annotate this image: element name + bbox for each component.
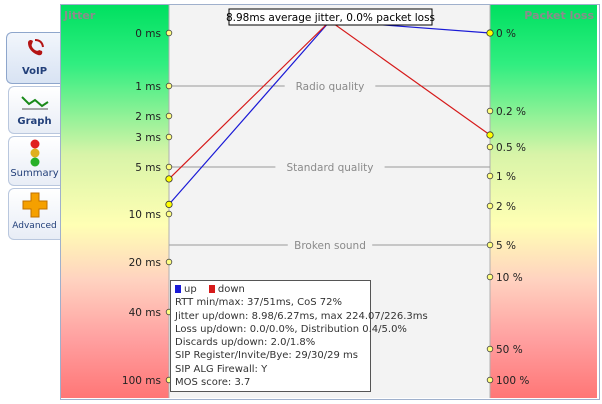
loss-tick-marker (486, 376, 494, 384)
series-down-jitter-point (165, 175, 173, 183)
loss-tick-label: 0.5 % (496, 142, 526, 154)
jitter-tick-label: 3 ms (135, 132, 161, 144)
tab-graph-label: Graph (17, 116, 52, 127)
loss-tick-marker (486, 345, 494, 353)
series-up-jitter-point (165, 200, 173, 209)
tab-strip: VoIP Graph Summary Advanced (0, 0, 62, 404)
jitter-tick-marker (165, 82, 173, 90)
tab-advanced[interactable]: Advanced (8, 188, 60, 240)
loss-tick-label: 50 % (496, 344, 523, 356)
loss-tick-label: 100 % (496, 375, 529, 387)
jitter-tick-marker (165, 112, 173, 120)
jitter-tick-marker (165, 29, 173, 37)
loss-tick-label: 0 % (496, 28, 516, 40)
loss-tick-label: 0.2 % (496, 106, 526, 118)
stat-line: Loss up/down: 0.0/0.0%, Distribution 0.4… (175, 323, 407, 335)
jitter-tick-label: 10 ms (129, 209, 161, 221)
loss-tick-label: 1 % (496, 171, 516, 183)
phone-icon (27, 39, 44, 56)
jitter-tick-label: 0 ms (135, 28, 161, 40)
graph-icon (21, 96, 49, 110)
band-label: Radio quality (296, 81, 365, 93)
jitter-tick-marker (165, 210, 173, 218)
jitter-tick-label: 20 ms (129, 257, 161, 269)
legend-swatch-down (208, 285, 215, 293)
legend-label-up: up (184, 284, 197, 295)
loss-tick-marker (486, 143, 494, 151)
jitter-tick-marker (165, 133, 173, 141)
tab-voip[interactable]: VoIP (6, 32, 62, 84)
stat-line: MOS score: 3.7 (175, 377, 251, 389)
traffic-light-icon (30, 139, 40, 167)
tab-graph[interactable]: Graph (8, 86, 60, 134)
loss-tick-marker (486, 202, 494, 210)
tab-advanced-label: Advanced (12, 221, 57, 231)
stat-line: Jitter up/down: 8.98/6.27ms, max 224.07/… (175, 310, 428, 322)
series-legend: up down (175, 283, 366, 296)
stat-line: SIP ALG Firewall: Y (175, 363, 268, 375)
jitter-tick-label: 40 ms (129, 307, 161, 319)
loss-tick-marker (486, 172, 494, 180)
headline-text: 8.98ms average jitter, 0.0% packet loss (226, 12, 435, 24)
stats-box: up down RTT min/max: 37/51ms, CoS 72% Ji… (170, 280, 428, 392)
legend-swatch-up (175, 285, 181, 293)
loss-tick-label: 2 % (496, 201, 516, 213)
loss-tick-label: 5 % (496, 240, 516, 252)
tab-summary[interactable]: Summary (8, 136, 60, 186)
jitter-gradient (61, 5, 169, 398)
stat-line: Discards up/down: 2.0/1.8% (175, 337, 316, 349)
headline-box (228, 8, 433, 26)
band-label: Broken sound (294, 240, 366, 252)
plus-icon (22, 192, 48, 218)
loss-tick-marker (486, 273, 494, 281)
band-label: Standard quality (286, 162, 373, 174)
loss-gradient (490, 5, 597, 398)
stat-line: SIP Register/Invite/Bye: 29/30/29 ms (175, 350, 358, 362)
loss-axis-title: Packet loss (524, 9, 594, 22)
jitter-tick-marker (165, 258, 173, 266)
jitter-tick-marker (165, 163, 173, 171)
series-down-loss-point (486, 131, 494, 139)
tab-summary-label: Summary (10, 168, 59, 179)
series-up-loss-point (486, 29, 494, 37)
loss-tick-marker (486, 107, 494, 115)
stat-line: RTT min/max: 37/51ms, CoS 72% (175, 297, 342, 309)
jitter-tick-label: 2 ms (135, 111, 161, 123)
loss-tick-marker (486, 241, 494, 249)
tab-voip-label: VoIP (21, 66, 48, 77)
loss-tick-label: 10 % (496, 272, 523, 284)
jitter-axis-title: Jitter (63, 9, 96, 22)
legend-label-down: down (217, 284, 245, 295)
jitter-tick-label: 1 ms (135, 81, 161, 93)
jitter-tick-label: 5 ms (135, 162, 161, 174)
jitter-tick-label: 100 ms (122, 375, 161, 387)
